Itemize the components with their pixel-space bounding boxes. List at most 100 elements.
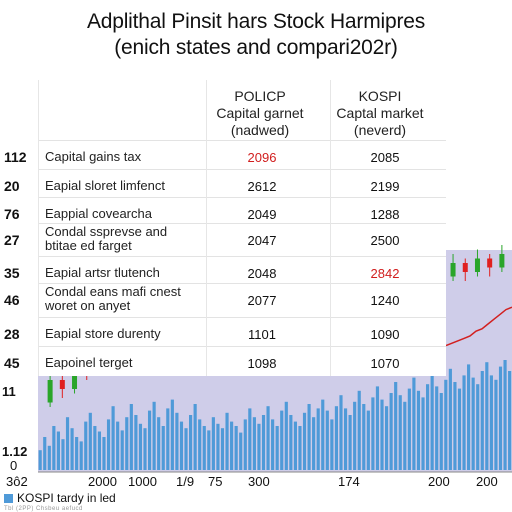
bar [366, 410, 370, 470]
bar [280, 410, 284, 470]
row-label-line: Eappial covearcha [45, 206, 152, 221]
bar [412, 377, 416, 470]
row-number: 45 [4, 355, 20, 371]
bar [56, 431, 60, 470]
policy-value: 2047 [247, 233, 277, 248]
row-number: 35 [4, 265, 20, 281]
bar [321, 399, 325, 470]
bar [389, 393, 393, 470]
policy-value: 2077 [247, 293, 277, 308]
row-divider [38, 140, 446, 141]
row-label: Eapial sloret limfenct [45, 179, 205, 193]
policy-value: 2612 [247, 179, 277, 194]
row-divider [38, 283, 446, 284]
bar [38, 450, 42, 470]
row-label-line: Eapial store durenty [45, 326, 161, 341]
bar [120, 430, 124, 470]
row-label: Condal eans mafi cnest woret on anyet [45, 285, 205, 313]
bar [102, 437, 106, 470]
bar [106, 419, 111, 470]
bar [380, 399, 384, 470]
bar [498, 366, 503, 470]
bar [202, 426, 206, 470]
bar [302, 412, 307, 470]
bar [476, 384, 480, 470]
kospi-column-header: KOSPI Captal market (neverd) [320, 88, 440, 139]
candle-body [47, 380, 53, 403]
bar [426, 384, 430, 470]
candle-body [499, 254, 505, 268]
bar [480, 371, 484, 470]
kospi-value: 2085 [370, 150, 400, 165]
row-divider [38, 197, 446, 198]
bar [88, 412, 92, 470]
bar [234, 426, 238, 470]
column-divider [330, 80, 331, 376]
x-tick-label: 2000 [88, 474, 117, 489]
bar [230, 421, 234, 470]
candle-body [59, 380, 65, 389]
bar [179, 421, 184, 470]
kospi-value: 1240 [370, 293, 400, 308]
row-label-line: Eapoinel terget [45, 355, 133, 370]
legend-swatch [4, 493, 13, 503]
bar [43, 437, 47, 470]
bar [453, 382, 457, 470]
bar [170, 399, 174, 470]
legend-label: KOSPI tardy in led [17, 491, 116, 505]
bar [307, 404, 311, 470]
bar [147, 410, 152, 470]
bar [257, 423, 261, 470]
candle-body [462, 263, 468, 272]
bar [421, 397, 425, 470]
row-number: 20 [4, 178, 20, 194]
bar [65, 417, 70, 470]
x-tick-label: 174 [338, 474, 360, 489]
x-tick-label: 75 [208, 474, 223, 489]
bar [161, 426, 165, 470]
row-number: 46 [4, 292, 20, 308]
bars-group [38, 360, 512, 470]
bar [198, 419, 202, 470]
bar [435, 386, 439, 470]
bar [248, 408, 252, 470]
row-number: 76 [4, 206, 20, 222]
row-divider [38, 223, 446, 224]
candle-body [474, 258, 480, 272]
kospi-header-line2: Captal market [336, 105, 424, 121]
bar [193, 404, 197, 470]
bar [448, 368, 452, 470]
bar [125, 417, 129, 470]
x-tick-label: 200 [476, 474, 498, 489]
bar [189, 415, 193, 470]
bar [175, 412, 179, 470]
row-label: Eapial store durenty [45, 327, 205, 341]
row-label: Eapoinel terget [45, 356, 205, 370]
row-label-line: Condal ssprevse and [45, 224, 168, 239]
row-number: 28 [4, 326, 20, 342]
row-divider [38, 317, 446, 318]
bar [298, 426, 302, 470]
row-number: 112 [4, 149, 27, 165]
row-label: Eapial artsr tlutench [45, 266, 205, 280]
chart-legend: KOSPI tardy in led [4, 491, 116, 505]
bar [261, 415, 266, 470]
row-label: Condal ssprevse and btitae ed farget [45, 225, 205, 253]
policy-value: 2049 [247, 207, 277, 222]
bar [111, 406, 115, 470]
bar [166, 408, 170, 470]
bar [339, 395, 343, 470]
row-label-line: Eapial sloret limfenct [45, 178, 165, 193]
bar [457, 388, 462, 470]
bar [70, 428, 74, 470]
kospi-value: 2842 [370, 266, 400, 281]
bar [252, 417, 256, 470]
policy-header-line3: (nadwed) [230, 122, 290, 138]
bar [362, 404, 366, 470]
bar [312, 417, 316, 470]
bar [398, 395, 402, 470]
bar [334, 406, 339, 470]
bar [330, 419, 334, 470]
bar [462, 375, 466, 470]
row-label-line: Capital gains tax [45, 149, 142, 164]
